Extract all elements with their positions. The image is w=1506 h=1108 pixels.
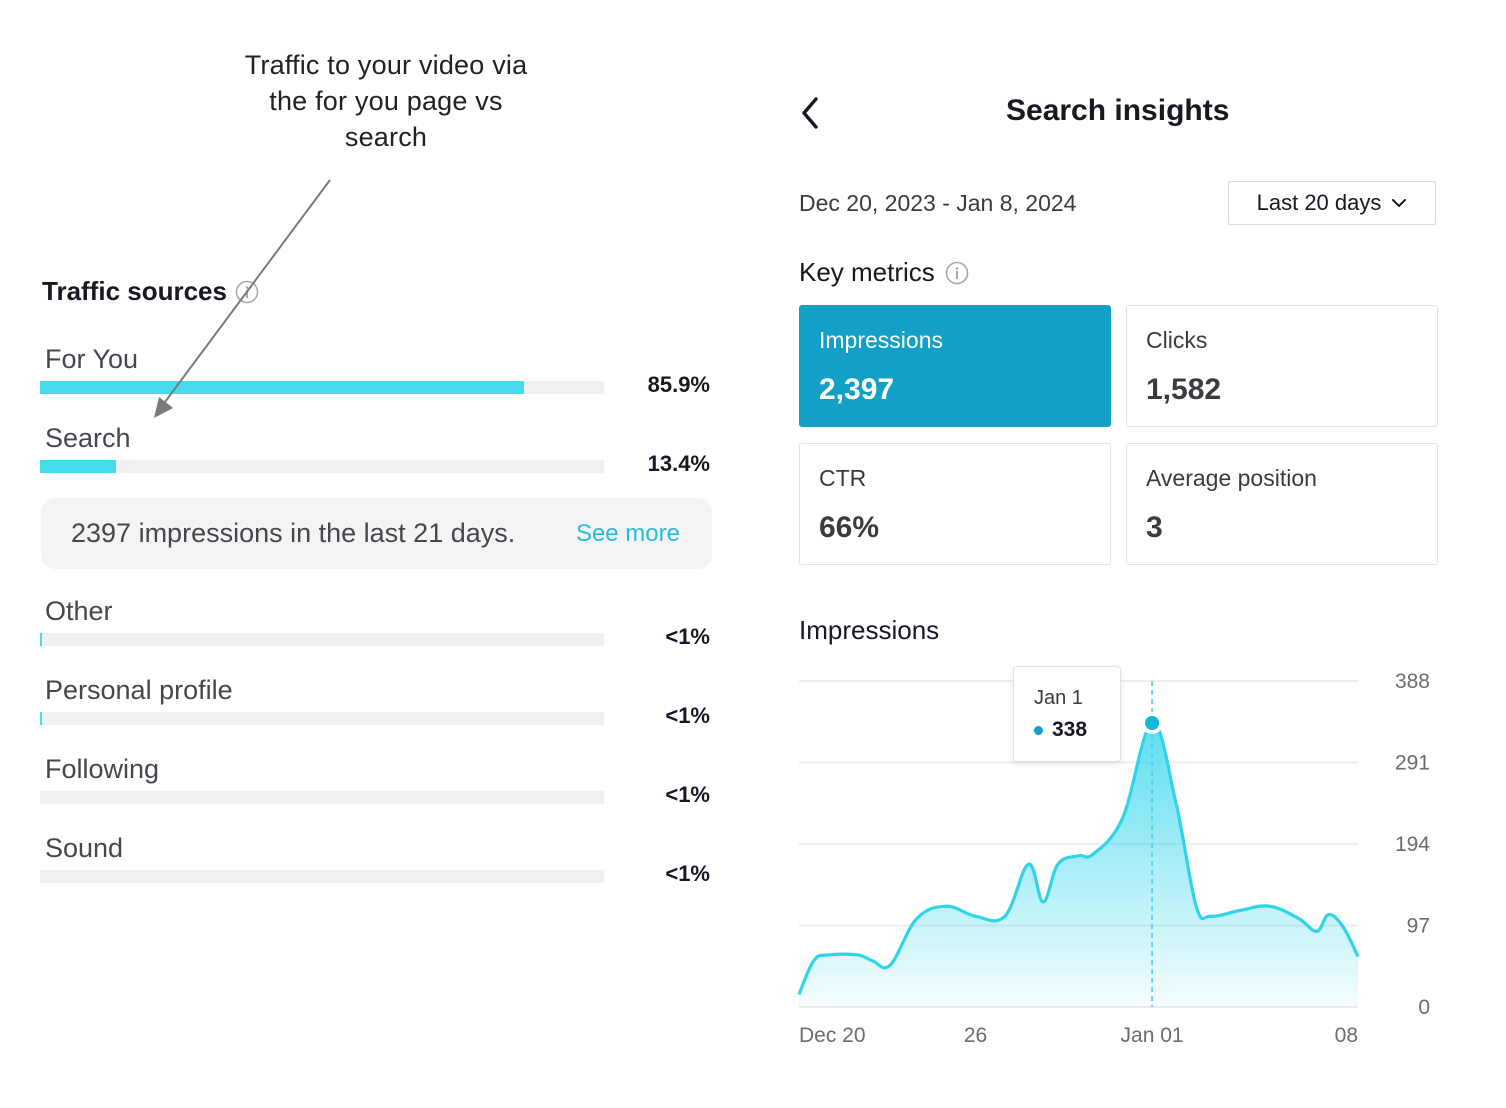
traffic-source-bar-track <box>40 712 604 725</box>
back-chevron-icon[interactable] <box>796 94 826 132</box>
chart-area <box>799 722 1358 1007</box>
data-point <box>856 953 860 957</box>
key-metrics-title: Key metrics <box>799 257 935 287</box>
data-point <box>974 914 978 918</box>
traffic-source-bar-fill <box>40 460 116 473</box>
metric-label: Impressions <box>819 327 943 353</box>
highlight-point[interactable] <box>1141 712 1164 735</box>
metric-value: 3 <box>1146 511 1163 544</box>
data-point <box>812 959 816 963</box>
traffic-source-label: For You <box>45 344 139 374</box>
search-impressions-note: 2397 impressions in the last 21 days. Se… <box>41 498 712 569</box>
y-tick-label: 291 <box>1395 752 1430 775</box>
traffic-source-percent: 85.9% <box>647 372 710 397</box>
metric-label: Clicks <box>1146 327 1208 353</box>
data-point <box>1056 862 1060 866</box>
see-more-link[interactable]: See more <box>575 519 680 547</box>
traffic-source-percent: <1% <box>665 624 710 649</box>
chart-tooltip: Jan 1 338 <box>1013 666 1121 762</box>
info-icon[interactable] <box>945 261 969 285</box>
data-point <box>1297 917 1301 921</box>
annotation-text: Traffic to your video via the for you pa… <box>196 47 576 155</box>
traffic-source-bar-track <box>40 633 604 646</box>
data-point <box>1041 900 1045 904</box>
chart-line <box>797 721 1360 996</box>
traffic-source-row: Personal profile <1% <box>40 675 710 745</box>
data-point <box>1341 925 1345 929</box>
series-dot-icon <box>1034 725 1043 735</box>
data-point <box>1026 862 1030 866</box>
traffic-source-bar-track <box>40 460 604 473</box>
x-tick-label: Jan 01 <box>1121 1024 1184 1047</box>
tooltip-value: 338 <box>1052 718 1088 741</box>
traffic-source-label: Following <box>45 754 160 784</box>
data-point <box>1121 816 1125 820</box>
traffic-source-label: Sound <box>45 833 124 863</box>
data-point <box>1315 929 1319 933</box>
data-point <box>1174 799 1178 803</box>
y-tick-label: 388 <box>1395 670 1430 693</box>
data-point <box>797 992 801 996</box>
metric-card-ctr[interactable]: CTR 66% <box>799 443 1111 565</box>
data-point <box>1209 914 1213 918</box>
traffic-source-percent: <1% <box>665 703 710 728</box>
date-range: Dec 20, 2023 - Jan 8, 2024 <box>799 190 1077 216</box>
metric-value: 1,582 <box>1146 373 1222 406</box>
range-select-value: Last 20 days <box>1256 190 1382 215</box>
range-select[interactable]: Last 20 days <box>1228 181 1436 225</box>
traffic-source-label: Search <box>45 423 131 453</box>
data-point <box>1003 914 1007 918</box>
data-point <box>1268 904 1272 908</box>
tooltip-row: 338 <box>1034 718 1087 742</box>
note-text: 2397 impressions in the last 21 days. <box>71 518 516 548</box>
y-tick-label: 0 <box>1418 996 1430 1019</box>
traffic-source-bar-fill <box>40 633 43 646</box>
metric-value: 2,397 <box>819 373 895 406</box>
data-point <box>888 963 892 967</box>
metric-label: CTR <box>819 465 867 491</box>
metric-card-impressions[interactable]: Impressions 2,397 <box>799 305 1111 427</box>
x-tick-label: 08 <box>1335 1024 1358 1047</box>
impressions-chart-title: Impressions <box>799 615 940 645</box>
traffic-source-percent: 13.4% <box>647 451 710 476</box>
metric-card-average-position[interactable]: Average position 3 <box>1126 443 1438 565</box>
metric-value: 66% <box>819 511 880 544</box>
y-tick-label: 97 <box>1407 915 1430 938</box>
traffic-source-percent: <1% <box>665 861 710 886</box>
chevron-down-icon <box>1392 199 1407 207</box>
traffic-source-row: Sound <1% <box>40 833 710 903</box>
traffic-source-row: Other <1% <box>40 596 710 666</box>
data-point <box>871 959 875 963</box>
data-point <box>944 904 948 908</box>
metric-card-clicks[interactable]: Clicks 1,582 <box>1126 305 1438 427</box>
data-point <box>915 917 919 921</box>
data-point <box>1327 913 1331 917</box>
key-metrics-heading: Key metrics <box>799 257 969 288</box>
data-point <box>826 953 830 957</box>
data-point <box>1238 908 1242 912</box>
page-title: Search insights <box>1006 94 1230 127</box>
metric-label: Average position <box>1146 465 1317 491</box>
annotation-line-1: Traffic to your video via <box>244 50 528 80</box>
traffic-source-bar-track <box>40 791 604 804</box>
data-point <box>1356 955 1360 959</box>
traffic-source-label: Personal profile <box>45 675 233 705</box>
annotation-line-2: the for you page vs <box>269 86 503 116</box>
traffic-source-bar-track <box>40 870 604 883</box>
traffic-source-percent: <1% <box>665 782 710 807</box>
traffic-source-label: Other <box>45 596 113 626</box>
annotation-line-3: search <box>344 122 428 152</box>
traffic-source-row: Following <1% <box>40 754 710 824</box>
traffic-source-bar-fill <box>40 712 43 725</box>
data-point <box>1091 852 1095 856</box>
data-point <box>1194 904 1198 908</box>
x-tick-label: Dec 20 <box>799 1024 866 1047</box>
tooltip-date: Jan 1 <box>1034 687 1083 709</box>
y-tick-label: 194 <box>1395 833 1430 856</box>
data-point <box>1077 854 1081 858</box>
x-tick-label: 26 <box>964 1024 987 1047</box>
traffic-source-row: Search 13.4% <box>40 423 710 493</box>
